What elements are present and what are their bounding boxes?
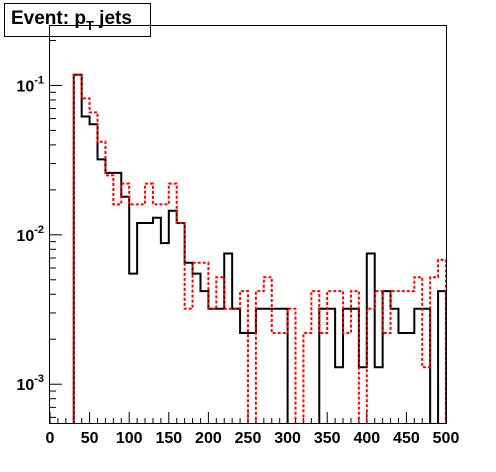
y-tick-label: 10-2 (16, 224, 44, 245)
x-tick-label: 250 (235, 430, 262, 447)
title-box-frame (4, 3, 151, 37)
x-tick-label: 100 (116, 430, 143, 447)
x-tick-label: 350 (314, 430, 341, 447)
x-tick-label: 0 (46, 430, 55, 447)
y-tick-label-exponent: -3 (34, 373, 44, 385)
y-tick-label: 10-1 (16, 74, 44, 95)
y-tick-label: 10-3 (16, 373, 44, 394)
y-tick-label-base: 10 (16, 228, 34, 245)
y-axis: 10-310-210-1 (16, 39, 62, 418)
x-tick-label: 50 (81, 430, 99, 447)
x-tick-label: 500 (433, 430, 460, 447)
x-tick-label: 400 (353, 430, 380, 447)
y-tick-label-base: 10 (16, 377, 34, 394)
x-tick-label: 150 (155, 430, 182, 447)
x-tick-label: 200 (195, 430, 222, 447)
x-tick-label: 450 (393, 430, 420, 447)
histogram-series-2 (72, 73, 446, 423)
x-axis: 0 50 100 150 200 250 300 350 400 450 500 (46, 412, 460, 447)
y-tick-label-exponent: -1 (34, 74, 44, 86)
y-tick-label-exponent: -2 (34, 224, 44, 236)
chart-title-main: Event: p (11, 8, 86, 29)
series-layer (72, 73, 446, 423)
plot-frame (49, 25, 447, 424)
x-tick-label: 300 (274, 430, 301, 447)
y-tick-label-base: 10 (16, 78, 34, 95)
title-box: Event: pT jets (4, 3, 151, 37)
chart-title-suffix: jets (94, 8, 132, 29)
